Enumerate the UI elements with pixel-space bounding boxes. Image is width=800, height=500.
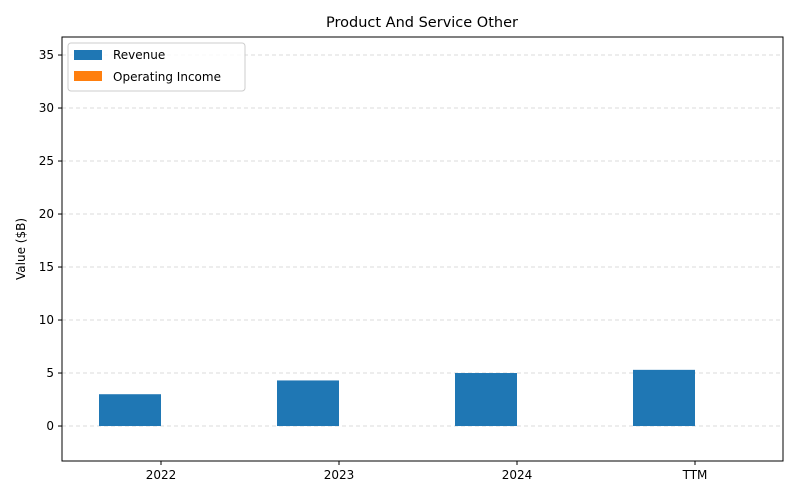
y-tick-label-5: 5 bbox=[46, 366, 54, 380]
x-tick-label-ttm: TTM bbox=[682, 468, 708, 482]
bar-revenue-2023 bbox=[277, 380, 339, 427]
bars bbox=[99, 369, 695, 427]
x-tick-label-2022: 2022 bbox=[146, 468, 177, 482]
y-tick-label-30: 30 bbox=[39, 101, 54, 115]
y-axis-ticks: 0 5 10 15 20 25 30 35 bbox=[39, 48, 62, 433]
y-tick-label-10: 10 bbox=[39, 313, 54, 327]
legend-swatch-operating-income bbox=[74, 71, 102, 81]
y-tick-label-0: 0 bbox=[46, 419, 54, 433]
gridlines bbox=[62, 54, 783, 427]
legend-label-operating-income: Operating Income bbox=[113, 70, 221, 84]
bar-revenue-ttm bbox=[633, 369, 695, 427]
y-tick-label-35: 35 bbox=[39, 48, 54, 62]
legend-label-revenue: Revenue bbox=[113, 48, 165, 62]
legend: Revenue Operating Income bbox=[67, 42, 246, 92]
chart-title: Product And Service Other bbox=[326, 15, 518, 31]
x-axis-ticks: 2022 2023 2024 TTM bbox=[146, 461, 708, 482]
x-tick-label-2023: 2023 bbox=[324, 468, 355, 482]
bar-revenue-2022 bbox=[99, 394, 161, 427]
y-tick-label-25: 25 bbox=[39, 154, 54, 168]
plot-frame bbox=[61, 36, 784, 462]
x-tick-label-2024: 2024 bbox=[502, 468, 533, 482]
legend-swatch-revenue bbox=[74, 50, 102, 60]
y-tick-label-15: 15 bbox=[39, 260, 54, 274]
bar-revenue-2024 bbox=[455, 373, 517, 427]
y-axis-title: Value ($B) bbox=[14, 218, 28, 280]
y-tick-label-20: 20 bbox=[39, 207, 54, 221]
legend-frame bbox=[67, 42, 246, 92]
